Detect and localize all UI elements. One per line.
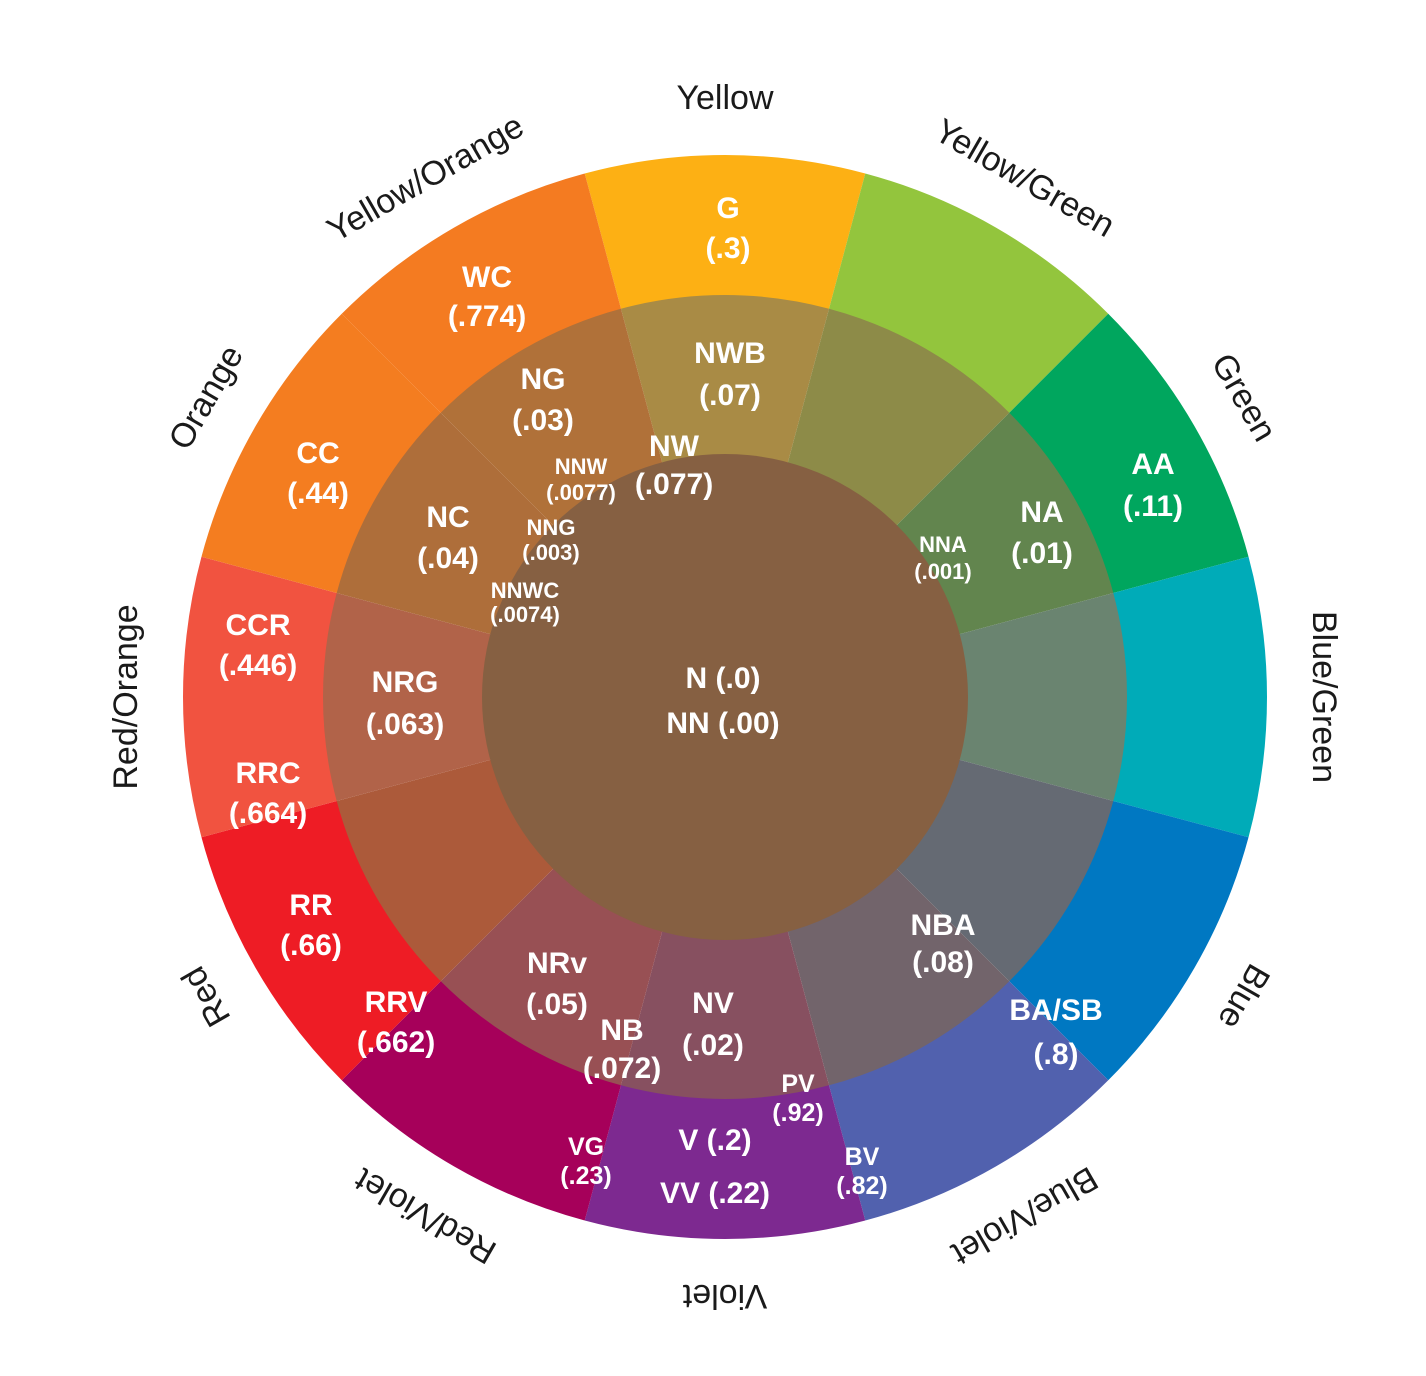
value-nv: (.02) (682, 1029, 744, 1062)
value-aa: (.11) (1123, 490, 1183, 523)
label-vv: VV (.22) (660, 1177, 770, 1210)
label-g: G (716, 192, 739, 225)
label-nrg: NRG (372, 666, 439, 699)
label-nc: NC (426, 501, 469, 534)
value-nc: (.04) (417, 542, 479, 575)
outer-segment-red-orange (183, 557, 338, 838)
label-v: V (.2) (678, 1124, 751, 1157)
value-g: (.3) (706, 232, 751, 265)
label-nwb: NWB (694, 337, 766, 370)
value-vg: (.23) (560, 1162, 611, 1190)
value-basb: (.8) (1034, 1038, 1079, 1071)
label-aa: AA (1131, 448, 1174, 481)
label-nng: NNG (527, 515, 576, 540)
label-rrv: RRV (365, 986, 428, 1019)
value-rr: (.66) (280, 929, 342, 962)
value-nwb: (.07) (699, 379, 761, 412)
outer-segment-blue-green (1112, 557, 1267, 838)
value-nna: (.001) (914, 559, 971, 584)
label-nw: NW (649, 430, 700, 463)
label-bv: BV (845, 1143, 880, 1171)
value-rrv: (.662) (357, 1026, 435, 1059)
value-wc: (.774) (448, 300, 526, 333)
label-ccr: CCR (226, 609, 291, 642)
label-nv: NV (692, 987, 734, 1020)
value-cc: (.44) (287, 477, 349, 510)
value-ng: (.03) (512, 404, 574, 437)
hue-name-green: Green (1204, 347, 1284, 448)
label-basb: BA/SB (1009, 994, 1102, 1027)
hue-name-violet: Violet (682, 1277, 767, 1315)
label-nna: NNA (919, 532, 967, 557)
value-ccr: (.446) (219, 649, 297, 682)
hue-name-red-orange: Red/Orange (107, 604, 145, 789)
hue-name-blue: Blue (1210, 958, 1277, 1036)
label-rr: RR (289, 889, 333, 922)
label-nnwc: NNWC (491, 578, 560, 603)
value-rrc: (.664) (229, 797, 307, 830)
value-nb: (.072) (583, 1052, 661, 1085)
label-nnw: NNW (555, 454, 608, 479)
value-pv: (.92) (772, 1099, 823, 1127)
value-nnw: (.0077) (546, 480, 616, 505)
label-na: NA (1020, 496, 1063, 529)
value-nba: (.08) (912, 946, 974, 979)
label-nb: NB (600, 1014, 643, 1047)
label-rrc: RRC (236, 757, 301, 790)
value-nrg: (.063) (366, 708, 444, 741)
value-nw: (.077) (635, 468, 713, 501)
hue-name-orange: Orange (161, 339, 251, 456)
hue-name-yellow: Yellow (676, 79, 773, 117)
value-nng: (.003) (522, 540, 579, 565)
hue-name-blue-green: Blue/Green (1305, 611, 1343, 783)
label-nrv: NRv (527, 947, 587, 980)
label-ng: NG (521, 363, 566, 396)
value-bv: (.82) (836, 1172, 887, 1200)
label-cc: CC (296, 437, 339, 470)
label-vg: VG (568, 1133, 604, 1161)
label-nn: NN (.00) (666, 707, 779, 740)
label-pv: PV (781, 1070, 815, 1098)
value-nrv: (.05) (526, 988, 588, 1021)
label-wc: WC (462, 261, 512, 294)
label-n: N (.0) (686, 662, 761, 695)
value-na: (.01) (1011, 537, 1073, 570)
value-nnwc: (.0074) (490, 602, 560, 627)
hue-name-red: Red (174, 960, 238, 1033)
label-nba: NBA (911, 909, 976, 942)
